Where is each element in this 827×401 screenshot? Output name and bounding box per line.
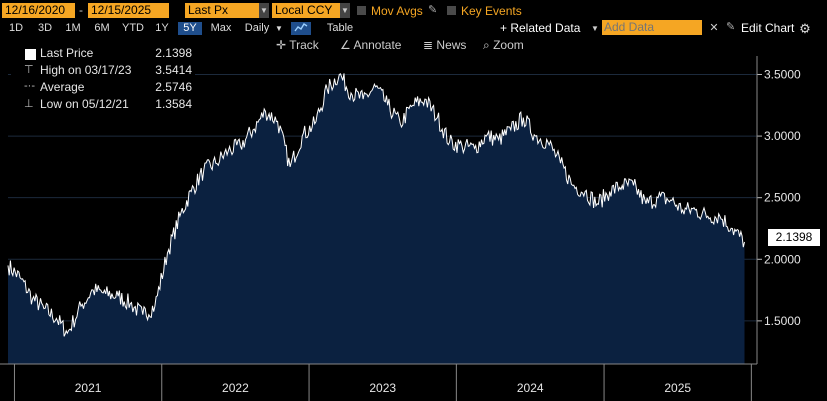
key-events-checkbox[interactable] [447, 6, 456, 15]
legend-high: ⊤ High on 03/17/23 3.5414 [11, 63, 195, 79]
x-tick-label: 2021 [75, 381, 102, 395]
legend-average: -·- Average 2.5746 [11, 80, 195, 96]
y-tick-label: 3.5000 [764, 67, 801, 81]
news-label: News [436, 38, 467, 52]
period-6m[interactable]: 6M [94, 22, 110, 34]
legend-high-label: High on 03/17/23 [40, 63, 132, 77]
legend-avg-label: Average [40, 80, 85, 94]
average-marker-icon: -·- [24, 80, 35, 92]
x-tick-label: 2024 [517, 381, 544, 395]
annotate-button[interactable]: ∠ Annotate [340, 38, 401, 52]
related-data-dropdown-icon[interactable]: ▼ [591, 24, 599, 33]
period-max[interactable]: Max [210, 22, 232, 34]
field-select[interactable]: Last Px [185, 3, 269, 18]
y-tick-label: 2.0000 [764, 252, 801, 266]
period-1y[interactable]: 1Y [155, 22, 169, 34]
period-toolbar: 1D 3D 1M 6M YTD 1Y 5Y Max Daily ▼ Table … [0, 20, 827, 36]
period-1m[interactable]: 1M [65, 22, 81, 34]
price-area [8, 73, 745, 365]
mov-avgs-label[interactable]: Mov Avgs [371, 4, 423, 18]
period-1d[interactable]: 1D [8, 22, 24, 34]
tools-toolbar: ✛ Track ∠ Annotate ≣ News ⌕ Zoom [0, 36, 827, 56]
field-dropdown-icon[interactable]: ▼ [259, 3, 269, 18]
close-icon[interactable]: ✕ [709, 22, 719, 34]
x-tick-label: 2022 [222, 381, 249, 395]
chart-legend: Last Price 2.1398 ⊤ High on 03/17/23 3.5… [11, 44, 195, 115]
price-line [7, 73, 745, 337]
legend-low-value: 1.3584 [155, 97, 192, 111]
start-date-field[interactable]: 12/16/2020 [2, 3, 75, 18]
legend-high-value: 3.5414 [155, 63, 192, 77]
currency-select[interactable]: Local CCY [272, 3, 340, 18]
chart-type-icon[interactable] [291, 22, 311, 35]
legend-low-label: Low on 05/12/21 [40, 97, 129, 111]
y-tick-label: 1.5000 [764, 314, 801, 328]
legend-low: ⊥ Low on 05/12/21 1.3584 [11, 97, 195, 113]
legend-last-value: 2.1398 [155, 46, 192, 60]
y-tick-label: 3.0000 [764, 129, 801, 143]
last-price-label: 2.1398 [768, 229, 820, 246]
x-tick-label: 2025 [664, 381, 691, 395]
chart-toolbar: 12/16/2020 - 12/15/2025 Last Px ▼ Local … [0, 0, 827, 20]
zoom-icon: ⌕ [483, 38, 490, 52]
track-label: Track [289, 38, 319, 52]
y-tick-label: 2.5000 [764, 191, 801, 205]
related-data-button[interactable]: + Related Data [500, 21, 581, 35]
end-date-field[interactable]: 12/15/2025 [88, 3, 169, 18]
period-5y[interactable]: 5Y [178, 22, 202, 35]
annotate-icon: ∠ [340, 38, 351, 52]
zoom-button[interactable]: ⌕ Zoom [483, 38, 524, 53]
pencil-icon[interactable]: ✎ [428, 4, 438, 16]
edit-chart-button[interactable]: Edit Chart [741, 21, 795, 35]
mov-avgs-checkbox[interactable] [357, 6, 366, 15]
zoom-label: Zoom [493, 38, 524, 52]
track-icon: ✛ [276, 38, 287, 52]
table-button[interactable]: Table [326, 22, 354, 34]
period-3d[interactable]: 3D [37, 22, 53, 34]
add-data-input[interactable] [602, 20, 702, 35]
x-tick-label: 2023 [369, 381, 396, 395]
legend-last-label: Last Price [40, 46, 94, 60]
date-separator: - [79, 3, 83, 17]
legend-avg-value: 2.5746 [155, 80, 192, 94]
news-icon: ≣ [423, 38, 434, 52]
track-button[interactable]: ✛ Track [276, 38, 319, 52]
key-events-label[interactable]: Key Events [461, 4, 522, 18]
annotate-label: Annotate [353, 38, 402, 52]
series-color-swatch [25, 49, 36, 60]
legend-last-price: Last Price 2.1398 [11, 46, 195, 62]
frequency-dropdown-icon[interactable]: ▼ [275, 24, 283, 33]
frequency-select[interactable]: Daily [244, 22, 270, 34]
period-ytd[interactable]: YTD [122, 22, 144, 34]
high-marker-icon: ⊤ [24, 64, 34, 76]
gear-icon[interactable]: ⚙ [799, 21, 811, 36]
edit-pencil-icon[interactable]: ✎ [726, 21, 736, 33]
currency-dropdown-icon[interactable]: ▼ [340, 3, 350, 18]
news-button[interactable]: ≣ News [423, 38, 466, 52]
low-marker-icon: ⊥ [24, 98, 34, 110]
